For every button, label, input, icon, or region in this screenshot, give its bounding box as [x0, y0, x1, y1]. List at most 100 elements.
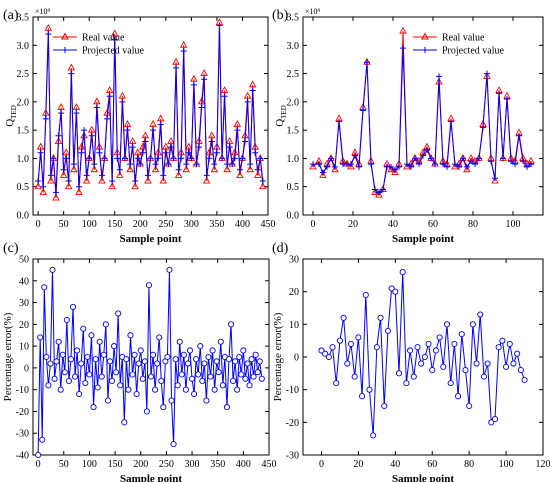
legend-label: Projected value	[442, 46, 504, 57]
data-point-plus	[55, 132, 62, 139]
data-point-circle	[355, 334, 362, 341]
y-tick-label: 0.0	[17, 211, 30, 222]
data-point-circle	[336, 337, 343, 344]
data-point-triangle	[93, 97, 101, 105]
data-point-plus	[70, 161, 77, 168]
data-point-plus	[188, 155, 195, 162]
data-point-triangle	[182, 165, 191, 173]
x-tick-label: 450	[262, 459, 277, 470]
y-tick-label: 20	[289, 287, 299, 298]
data-point-plus	[484, 70, 490, 77]
data-point-plus	[178, 155, 185, 162]
data-point-circle	[246, 382, 253, 389]
data-point-circle	[72, 373, 79, 380]
data-point-circle	[466, 402, 473, 410]
y-tick-label: 1.5	[287, 126, 300, 137]
data-point-plus	[252, 149, 259, 156]
x-tick-label: 150	[108, 459, 123, 470]
data-point-plus	[448, 118, 454, 125]
data-point-circle	[521, 376, 528, 383]
data-point-circle	[258, 375, 265, 382]
data-point-plus	[137, 161, 144, 168]
data-point-circle	[236, 353, 243, 361]
x-tick-label: 400	[235, 219, 250, 230]
data-point-plus	[173, 64, 180, 71]
data-point-triangle	[248, 80, 257, 88]
data-point-circle	[351, 373, 358, 380]
data-point-circle	[443, 321, 451, 328]
data-point-circle	[121, 419, 128, 426]
data-point-plus	[472, 161, 478, 168]
data-point-triangle	[52, 193, 60, 201]
data-point-plus	[504, 96, 510, 103]
x-tick-label: 40	[388, 219, 398, 230]
data-point-circle	[469, 321, 476, 328]
data-point-triangle	[205, 148, 214, 156]
x-tick-label: 250	[159, 459, 174, 470]
data-point-plus	[167, 144, 174, 151]
y-tick-label: 3.5	[17, 13, 30, 24]
plot-frame	[32, 16, 269, 216]
x-tick-label: 350	[210, 459, 225, 470]
data-point-circle	[517, 367, 524, 374]
data-point-triangle	[123, 120, 132, 127]
y-tick-label: 0	[24, 363, 29, 374]
x-tick-label: 300	[185, 459, 200, 470]
data-point-triangle	[62, 148, 70, 156]
data-point-plus	[480, 124, 486, 131]
x-tick-label: 50	[59, 219, 69, 230]
data-point-circle	[238, 371, 245, 378]
data-point-circle	[395, 370, 403, 377]
y-tick-label: 3.0	[287, 41, 300, 52]
data-point-plus	[376, 189, 382, 196]
data-point-circle	[477, 311, 484, 318]
data-point-triangle	[159, 176, 168, 184]
data-point-plus	[98, 172, 105, 179]
data-point-circle	[131, 351, 138, 358]
data-point-circle	[135, 360, 142, 367]
data-point-triangle	[128, 137, 137, 144]
data-point-plus	[528, 161, 534, 168]
data-point-triangle	[463, 165, 471, 173]
data-point-plus	[456, 163, 462, 170]
data-point-circle	[425, 340, 432, 347]
data-point-plus	[52, 189, 59, 196]
data-point-circle	[141, 358, 148, 365]
data-point-plus	[512, 161, 518, 168]
data-point-circle	[252, 351, 259, 358]
data-point-plus	[37, 149, 44, 156]
data-point-triangle	[220, 86, 229, 93]
x-tick-label: 400	[236, 459, 251, 470]
x-tick-label: 100	[499, 459, 514, 470]
data-point-circle	[455, 393, 462, 400]
data-point-plus	[139, 149, 146, 156]
data-point-triangle	[375, 190, 383, 198]
y-tick-label: 30	[19, 298, 29, 309]
data-point-circle	[49, 266, 56, 273]
data-point-circle	[98, 373, 105, 380]
y-tick-label: 1.0	[17, 154, 30, 165]
y-tick-label: 0	[294, 353, 299, 364]
data-point-circle	[230, 377, 237, 385]
data-point-circle	[188, 375, 196, 382]
y-tick-label: 2.5	[287, 69, 300, 80]
data-point-triangle	[309, 162, 317, 170]
data-point-circle	[223, 404, 230, 411]
y-tick-label: 20	[19, 320, 29, 331]
data-point-circle	[137, 347, 144, 354]
data-point-plus	[236, 166, 243, 173]
data-point-triangle	[36, 142, 45, 150]
data-point-plus	[348, 161, 354, 168]
data-point-circle	[84, 353, 91, 361]
y-tick-label: -20	[16, 407, 29, 418]
y-tick-label: 1.0	[287, 154, 300, 165]
panel-b: 0 20 40 60 80 100 0.0 0.5 1.0 1.5 2.0 2.5 3.0 3.5 Samp…	[272, 7, 544, 245]
data-point-plus	[360, 107, 366, 114]
data-point-plus	[78, 149, 85, 156]
data-point-circle	[381, 402, 388, 410]
x-axis-label: Sample point	[119, 233, 181, 245]
data-point-plus	[152, 161, 159, 168]
data-point-plus	[244, 98, 251, 105]
data-point-circle	[41, 284, 48, 291]
data-point-triangle	[70, 165, 78, 173]
